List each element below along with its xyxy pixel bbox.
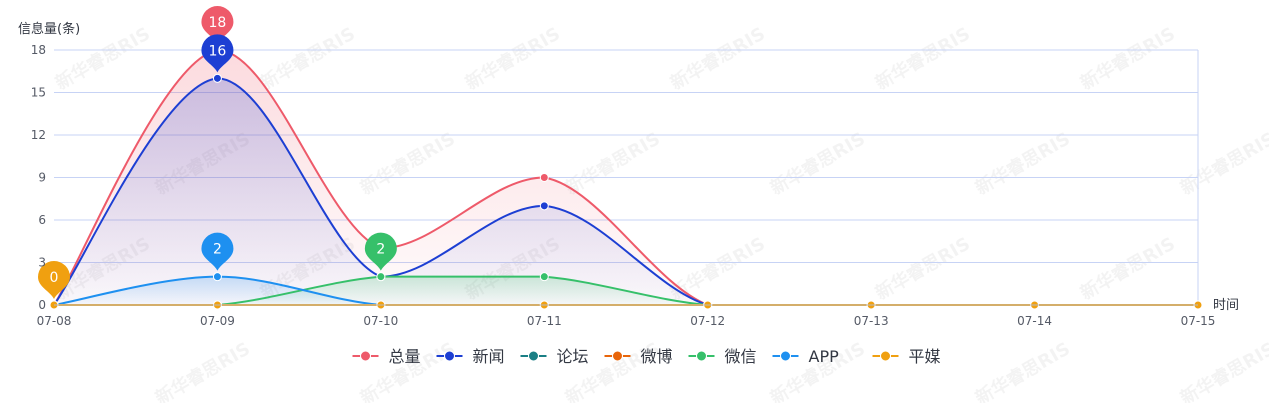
x-tick-label: 07-09 [200, 314, 235, 328]
legend-swatch-dot [612, 350, 623, 362]
pin-layer: 18 16 2 2 0 [38, 6, 397, 299]
legend-item-1: 新闻 [436, 347, 505, 366]
legend-label: 微博 [641, 347, 673, 366]
watermark-text: 新华睿思RIS [667, 23, 769, 95]
legend-item-4: 微信 [688, 347, 757, 366]
data-point [539, 173, 549, 182]
x-tick-label: 07-14 [1017, 314, 1052, 328]
watermark-text: 新华睿思RIS [767, 128, 869, 200]
max-pin-label: 2 [213, 242, 222, 258]
max-pin-4: 2 [364, 232, 397, 271]
max-pin-6: 0 [38, 261, 70, 299]
watermark-text: 新华睿思RIS [1077, 233, 1179, 305]
watermark-text: 新华睿思RIS [872, 233, 974, 305]
data-point [376, 272, 386, 282]
max-pin-shape [201, 6, 234, 44]
x-tick-label: 07-13 [854, 314, 889, 328]
x-tick-label: 07-11 [527, 314, 562, 328]
watermark-text: 新华睿思RIS [462, 23, 564, 95]
y-axis-title: 信息量(条) [18, 21, 80, 37]
max-pin-label: 2 [376, 242, 385, 258]
legend-swatch-dot [696, 350, 707, 362]
legend-swatch-dot [880, 350, 891, 362]
y-tick-label: 3 [38, 256, 46, 270]
data-point [212, 73, 222, 83]
y-tick-label: 12 [31, 128, 46, 142]
max-pin-shape [201, 232, 234, 271]
legend-swatch-dot [360, 350, 371, 362]
x-tick-label: 07-15 [1181, 314, 1216, 328]
y-tick-label: 6 [38, 213, 46, 227]
watermark-text: 新华睿思RIS [1177, 338, 1269, 403]
max-pin-1: 16 [201, 34, 234, 73]
legend-item-0: 总量 [352, 347, 421, 366]
legend-swatch-dot [444, 350, 455, 362]
legend-swatch-dot [780, 350, 791, 362]
x-tick-label: 07-08 [37, 314, 72, 328]
legend-label: 微信 [725, 347, 757, 366]
watermark-text: 新华睿思RIS [972, 338, 1074, 403]
legend-item-3: 微博 [604, 347, 673, 366]
y-tick-label: 18 [31, 43, 46, 57]
series-area-5 [54, 276, 1198, 305]
data-point [539, 201, 549, 211]
watermark-text: 新华睿思RIS [152, 338, 254, 403]
watermark-text: 新华睿思RIS [1177, 128, 1269, 200]
legend: 总量 新闻 论坛 微博 微信 APP 平媒 [352, 347, 941, 366]
legend-label: 总量 [389, 347, 421, 366]
x-tick-label: 07-10 [363, 314, 398, 328]
max-pin-label: 18 [209, 15, 227, 31]
legend-label: 平媒 [909, 347, 941, 366]
legend-item-6: 平媒 [872, 347, 941, 366]
legend-label: 论坛 [557, 347, 589, 366]
max-pin-shape [38, 261, 70, 299]
max-pin-0: 18 [201, 6, 234, 44]
legend-item-2: 论坛 [520, 347, 589, 366]
y-tick-label: 0 [38, 298, 46, 312]
watermark-text: 新华睿思RIS [872, 23, 974, 95]
legend-swatch-dot [528, 350, 539, 362]
max-pin-shape [201, 34, 234, 73]
watermark-text: 新华睿思RIS [972, 128, 1074, 200]
max-pin-5: 2 [201, 232, 234, 271]
legend-label: 新闻 [473, 347, 505, 366]
max-pin-label: 16 [209, 43, 227, 59]
x-tick-label: 07-12 [690, 314, 725, 328]
watermark-text: 新华睿思RIS [1077, 23, 1179, 95]
watermark-text: 新华睿思RIS [357, 128, 459, 200]
y-tick-label: 15 [31, 86, 46, 100]
y-tick-label: 9 [38, 171, 46, 185]
series-area-1 [54, 78, 1198, 305]
legend-label: APP [809, 347, 840, 366]
x-axis-title: 时间 [1213, 298, 1239, 313]
legend-item-5: APP [772, 347, 840, 366]
watermark-text: 新华睿思RIS [257, 23, 359, 95]
data-point [212, 272, 222, 282]
max-pin-label: 0 [50, 270, 59, 286]
data-point [539, 272, 549, 282]
max-pin-shape [364, 232, 397, 271]
watermark-text: 新华睿思RIS [562, 128, 664, 200]
